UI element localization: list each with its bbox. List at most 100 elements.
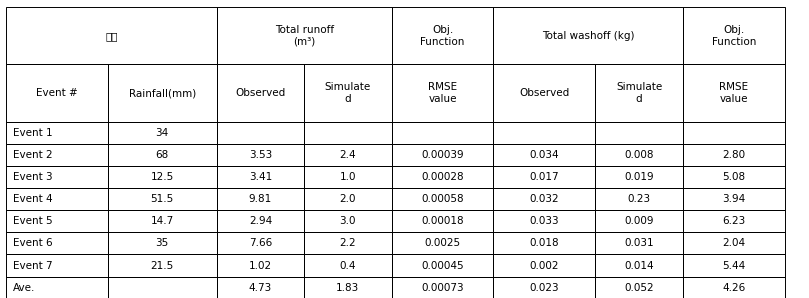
Bar: [108, 232, 217, 254]
Text: 0.034: 0.034: [530, 150, 559, 160]
Bar: [683, 188, 785, 210]
Bar: [595, 64, 683, 122]
Text: 0.00073: 0.00073: [421, 283, 464, 293]
Bar: [683, 277, 785, 298]
Text: Event 3: Event 3: [13, 172, 53, 182]
Bar: [6, 144, 108, 166]
Text: 1.02: 1.02: [249, 260, 272, 271]
Bar: [392, 122, 493, 144]
Text: 3.53: 3.53: [249, 150, 272, 160]
Text: 0.00058: 0.00058: [421, 194, 464, 204]
Bar: [683, 144, 785, 166]
Bar: [493, 277, 595, 298]
Text: Rainfall(mm): Rainfall(mm): [129, 88, 196, 98]
Bar: [595, 144, 683, 166]
Text: Total runoff
(m³): Total runoff (m³): [274, 24, 334, 47]
Bar: [217, 7, 392, 64]
Bar: [217, 122, 304, 144]
Text: 1.0: 1.0: [340, 172, 356, 182]
Bar: [683, 166, 785, 188]
Text: 14.7: 14.7: [150, 216, 174, 226]
Text: Simulate
d: Simulate d: [616, 82, 663, 104]
Text: 3.94: 3.94: [722, 194, 745, 204]
Bar: [392, 254, 493, 277]
Text: 51.5: 51.5: [150, 194, 174, 204]
Text: Event 7: Event 7: [13, 260, 53, 271]
Text: 7.66: 7.66: [249, 238, 272, 249]
Text: 6.23: 6.23: [722, 216, 745, 226]
Text: 35: 35: [155, 238, 169, 249]
Bar: [595, 122, 683, 144]
Text: 1.83: 1.83: [337, 283, 359, 293]
Bar: [493, 7, 683, 64]
Text: 0.4: 0.4: [340, 260, 356, 271]
Text: 0.00039: 0.00039: [421, 150, 464, 160]
Text: 0.00045: 0.00045: [421, 260, 464, 271]
Bar: [217, 210, 304, 232]
Text: 0.002: 0.002: [530, 260, 559, 271]
Bar: [304, 166, 392, 188]
Bar: [683, 254, 785, 277]
Bar: [392, 64, 493, 122]
Text: 2.94: 2.94: [249, 216, 272, 226]
Bar: [392, 277, 493, 298]
Bar: [217, 144, 304, 166]
Bar: [595, 188, 683, 210]
Bar: [217, 166, 304, 188]
Bar: [108, 166, 217, 188]
Bar: [392, 210, 493, 232]
Bar: [217, 188, 304, 210]
Text: 당산: 당산: [105, 31, 118, 41]
Text: Event 1: Event 1: [13, 128, 53, 138]
Bar: [6, 166, 108, 188]
Bar: [6, 122, 108, 144]
Text: 4.73: 4.73: [249, 283, 272, 293]
Text: Observed: Observed: [235, 88, 286, 98]
Bar: [683, 122, 785, 144]
Bar: [6, 277, 108, 298]
Text: 2.80: 2.80: [722, 150, 745, 160]
Bar: [108, 277, 217, 298]
Text: RMSE
value: RMSE value: [428, 82, 457, 104]
Bar: [304, 122, 392, 144]
Text: Event 2: Event 2: [13, 150, 53, 160]
Text: Event 5: Event 5: [13, 216, 53, 226]
Text: 4.26: 4.26: [722, 283, 745, 293]
Bar: [595, 277, 683, 298]
Text: 0.018: 0.018: [530, 238, 559, 249]
Bar: [493, 188, 595, 210]
Bar: [683, 7, 785, 64]
Bar: [108, 122, 217, 144]
Bar: [108, 210, 217, 232]
Bar: [217, 232, 304, 254]
Text: 0.23: 0.23: [628, 194, 650, 204]
Bar: [683, 232, 785, 254]
Bar: [217, 254, 304, 277]
Bar: [392, 232, 493, 254]
Text: 34: 34: [155, 128, 169, 138]
Text: Total washoff (kg): Total washoff (kg): [542, 31, 634, 41]
Text: Ave.: Ave.: [13, 283, 36, 293]
Text: Event 4: Event 4: [13, 194, 53, 204]
Bar: [6, 7, 217, 64]
Text: 21.5: 21.5: [150, 260, 174, 271]
Bar: [683, 210, 785, 232]
Text: 0.014: 0.014: [625, 260, 654, 271]
Text: Obj.
Function: Obj. Function: [712, 24, 756, 47]
Text: 0.033: 0.033: [530, 216, 559, 226]
Bar: [595, 232, 683, 254]
Text: 0.023: 0.023: [530, 283, 559, 293]
Text: 3.0: 3.0: [340, 216, 356, 226]
Text: Obj.
Function: Obj. Function: [421, 24, 464, 47]
Text: 0.0025: 0.0025: [425, 238, 460, 249]
Text: 12.5: 12.5: [150, 172, 174, 182]
Text: 2.4: 2.4: [340, 150, 356, 160]
Text: 2.0: 2.0: [340, 194, 356, 204]
Bar: [493, 210, 595, 232]
Text: 2.2: 2.2: [340, 238, 356, 249]
Text: 3.41: 3.41: [249, 172, 272, 182]
Bar: [304, 277, 392, 298]
Bar: [392, 7, 493, 64]
Text: Observed: Observed: [519, 88, 570, 98]
Bar: [595, 254, 683, 277]
